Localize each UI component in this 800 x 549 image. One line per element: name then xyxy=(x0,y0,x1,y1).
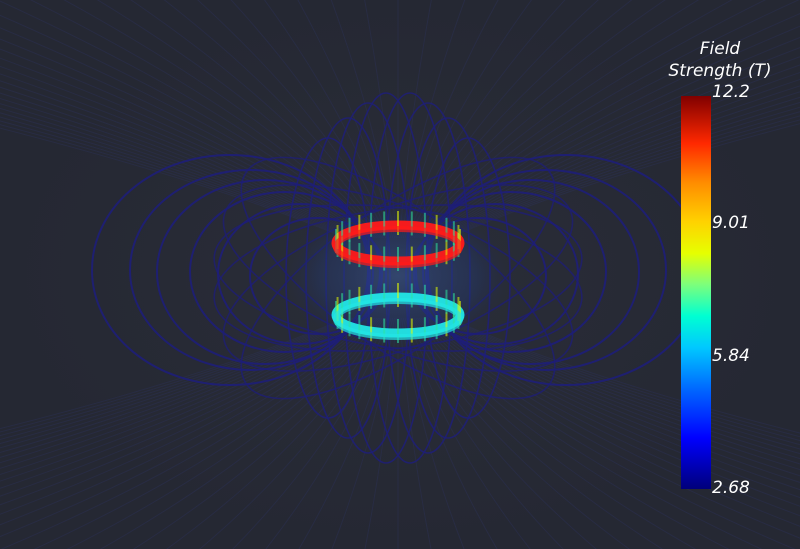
faint-field-line xyxy=(427,56,800,239)
faint-field-line xyxy=(445,115,800,239)
faint-field-line xyxy=(439,317,800,455)
faint-field-line xyxy=(132,317,385,549)
faint-field-line xyxy=(438,317,800,460)
faint-field-line xyxy=(0,116,351,239)
faint-field-line xyxy=(413,0,700,239)
faint-field-line xyxy=(0,317,372,515)
faint-field-line xyxy=(0,317,362,469)
faint-field-line xyxy=(425,47,800,239)
faint-field-line xyxy=(420,13,800,239)
faint-field-line xyxy=(411,317,664,549)
faint-field-line xyxy=(409,0,633,239)
faint-field-line xyxy=(0,317,348,433)
colorbar-tick-label: 5.84 xyxy=(712,346,750,366)
faint-field-line xyxy=(448,123,800,239)
faint-field-line xyxy=(0,14,376,239)
lower-coil xyxy=(331,283,465,343)
faint-field-line xyxy=(404,317,531,549)
faint-field-line xyxy=(96,0,383,239)
lower-coil-ring-front xyxy=(333,298,463,340)
faint-field-line xyxy=(0,98,358,239)
faint-field-line xyxy=(265,317,392,549)
faint-field-line xyxy=(163,0,387,239)
faint-field-line xyxy=(0,317,346,430)
faint-field-line xyxy=(440,101,800,239)
faint-field-line xyxy=(436,317,800,465)
faint-field-line xyxy=(0,120,349,239)
faint-field-line xyxy=(0,317,367,489)
colorbar-title: Field Strength (T) xyxy=(668,39,772,81)
faint-field-line xyxy=(0,127,346,239)
faint-field-line xyxy=(424,317,800,517)
faint-field-line xyxy=(431,317,800,483)
faint-field-line xyxy=(0,317,374,526)
upper-coil-ring-front xyxy=(333,226,463,268)
colorbar-gradient xyxy=(681,96,711,489)
faint-field-line xyxy=(0,103,356,239)
faint-field-line xyxy=(0,317,365,482)
faint-field-line xyxy=(0,27,374,239)
faint-field-line xyxy=(0,317,358,458)
faint-field-line xyxy=(441,106,800,239)
faint-field-line xyxy=(0,317,355,449)
faint-field-line xyxy=(445,317,800,442)
faint-field-line xyxy=(0,112,353,239)
faint-field-line xyxy=(63,0,381,239)
faint-field-line xyxy=(130,0,385,239)
colorbar-min-label: 2.68 xyxy=(712,478,750,498)
faint-field-line xyxy=(0,48,371,239)
faint-field-line xyxy=(448,317,800,434)
faint-field-line xyxy=(443,111,800,239)
faint-field-line xyxy=(447,317,800,438)
faint-field-line xyxy=(0,317,360,464)
faint-field-line xyxy=(0,124,348,239)
faint-field-line xyxy=(0,57,369,239)
faint-field-line xyxy=(425,317,800,507)
faint-field-line xyxy=(429,317,800,491)
faint-field-line xyxy=(411,0,666,239)
faint-field-line xyxy=(443,317,800,446)
upper-coil xyxy=(331,211,465,271)
faint-field-line xyxy=(0,317,353,445)
faint-field-line xyxy=(0,317,371,506)
faint-field-line xyxy=(0,317,364,476)
faint-field-line xyxy=(0,317,357,454)
faint-field-line xyxy=(422,317,800,527)
faint-field-line xyxy=(447,119,800,239)
colorbar-tick-label: 9.01 xyxy=(712,213,750,233)
faint-field-line xyxy=(0,107,355,239)
faint-field-line xyxy=(441,317,800,450)
faint-field-line xyxy=(415,0,733,239)
faint-field-line xyxy=(0,317,349,437)
colorbar-max-label: 12.2 xyxy=(712,82,750,102)
faint-field-line xyxy=(0,317,351,440)
